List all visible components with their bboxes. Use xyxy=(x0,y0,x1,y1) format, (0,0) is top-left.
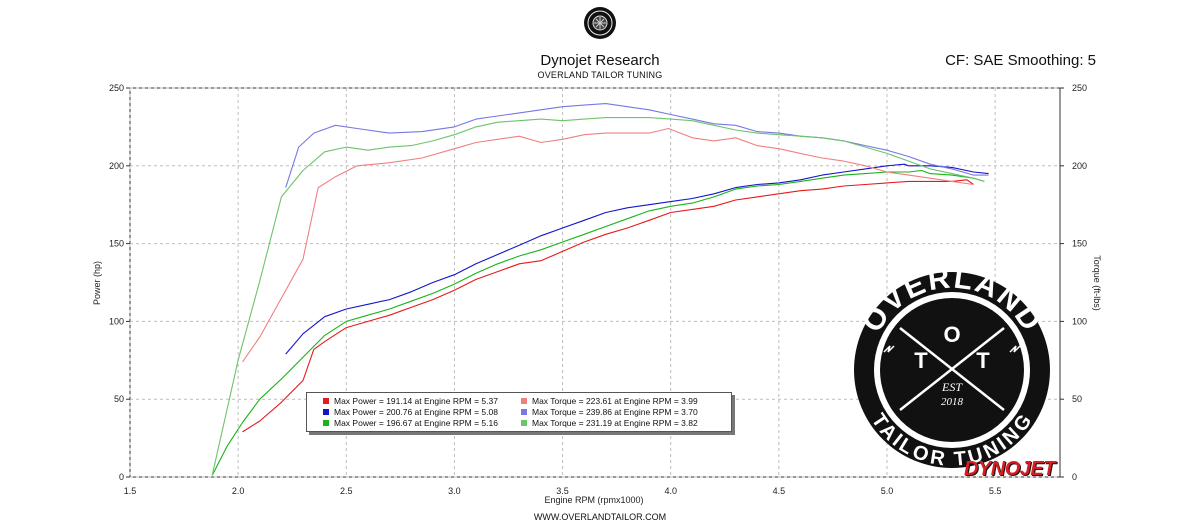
series-line-run1-torque xyxy=(242,127,974,363)
dynojet-brand-mark: DYNOJET xyxy=(964,458,1055,480)
series-line-run2-torque xyxy=(285,103,989,188)
chart-title: Dynojet Research xyxy=(540,52,660,69)
x-tick-label: 5.5 xyxy=(989,486,1002,496)
y-tick-label-right: 0 xyxy=(1072,472,1077,482)
legend-swatch xyxy=(323,419,329,426)
legend-swatch xyxy=(323,397,329,404)
lightning-left-icon xyxy=(883,345,895,353)
series-line-run2-power xyxy=(285,163,989,355)
legend-entry-power-1: Max Power = 191.14 at Engine RPM = 5.37 xyxy=(323,396,498,406)
lightning-right-icon xyxy=(1009,345,1021,353)
y-tick-label-left: 150 xyxy=(109,239,124,249)
x-tick-label: 4.0 xyxy=(664,486,677,496)
x-tick-label: 1.5 xyxy=(124,486,137,496)
y-tick-label-left: 0 xyxy=(119,472,124,482)
logo-initial-top: O xyxy=(943,322,960,347)
y-tick-label-right: 50 xyxy=(1072,394,1082,404)
legend-entry-power-2: Max Power = 200.76 at Engine RPM = 5.08 xyxy=(323,407,498,417)
series-line-run3-power xyxy=(211,169,985,476)
y-tick-label-left: 50 xyxy=(114,394,124,404)
y-tick-label-right: 150 xyxy=(1072,239,1087,249)
chart-legend: Max Power = 191.14 at Engine RPM = 5.37 … xyxy=(306,392,732,432)
footer-website: WWW.OVERLANDTAILOR.COM xyxy=(533,512,667,522)
series-line-run1-power xyxy=(242,179,974,433)
x-tick-label: 3.5 xyxy=(556,486,569,496)
y-axis-label-right: Torque (ft-lbs) xyxy=(1092,255,1102,311)
series-line-run3-torque xyxy=(211,117,985,476)
x-tick-label: 2.0 xyxy=(232,486,245,496)
legend-swatch xyxy=(521,419,527,426)
y-tick-label-left: 200 xyxy=(109,161,124,171)
y-tick-label-left: 100 xyxy=(109,316,124,326)
x-tick-label: 4.5 xyxy=(773,486,786,496)
x-tick-label: 2.5 xyxy=(340,486,353,496)
logo-initial-right: T xyxy=(976,348,990,373)
correction-factor-text: CF: SAE Smoothing: 5 xyxy=(945,52,1096,69)
legend-entry-power-3: Max Power = 196.67 at Engine RPM = 5.16 xyxy=(323,418,498,428)
x-axis-label: Engine RPM (rpmx1000) xyxy=(544,495,643,505)
series-lines xyxy=(211,103,989,476)
legend-entry-torque-1: Max Torque = 223.61 at Engine RPM = 3.99 xyxy=(521,396,698,406)
y-tick-label-right: 200 xyxy=(1072,161,1087,171)
x-tick-label: 3.0 xyxy=(448,486,461,496)
chart-subtitle: OVERLAND TAILOR TUNING xyxy=(537,70,663,80)
y-axis-label-left: Power (hp) xyxy=(92,261,102,305)
y-tick-label-right: 100 xyxy=(1072,316,1087,326)
legend-entry-torque-3: Max Torque = 231.19 at Engine RPM = 3.82 xyxy=(521,418,698,428)
legend-entry-torque-2: Max Torque = 239.86 at Engine RPM = 3.70 xyxy=(521,407,698,417)
y-tick-label-right: 250 xyxy=(1072,83,1087,93)
dynojet-emblem-icon xyxy=(583,6,617,40)
y-tick-label-left: 250 xyxy=(109,83,124,93)
legend-swatch xyxy=(323,408,329,415)
overland-tailor-tuning-logo: OVERLAND TAILOR TUNING O T T EST 2018 xyxy=(854,261,1050,471)
x-tick-label: 5.0 xyxy=(881,486,894,496)
legend-swatch xyxy=(521,397,527,404)
axis-ticks: 1.5 2.0 2.5 3.0 3.5 4.0 4.5 5.0 5.5 0 0 50 50 100 100 1… xyxy=(109,83,1087,496)
legend-swatch xyxy=(521,408,527,415)
logo-year: 2018 xyxy=(941,396,964,408)
logo-est: EST xyxy=(941,380,963,394)
logo-initial-left: T xyxy=(914,348,928,373)
